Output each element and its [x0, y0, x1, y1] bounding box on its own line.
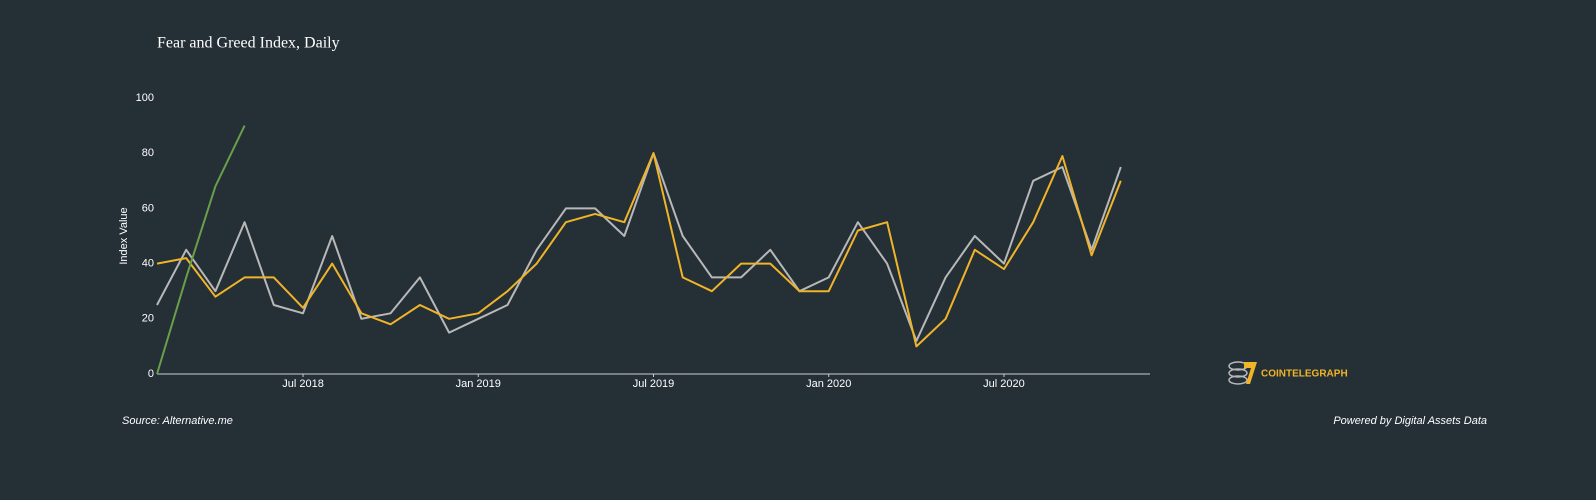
y-tick-label: 20: [142, 313, 154, 325]
source: Source: Alternative.me: [122, 415, 233, 427]
y-axis-label: Index Value: [118, 207, 130, 264]
chart-title: Fear and Greed Index, Daily: [157, 35, 340, 52]
x-tick-label: Jan 2019: [456, 378, 501, 390]
logo-text: COINTELEGRAPH: [1261, 369, 1348, 380]
x-tick-label: Jul 2020: [983, 378, 1025, 390]
series-line: [156, 125, 246, 375]
y-tick-label: 60: [142, 202, 154, 214]
logo-icon: [1244, 362, 1257, 384]
logo-icon: [1228, 368, 1248, 378]
logo-icon: [1228, 375, 1248, 385]
y-tick-label: 100: [136, 92, 154, 104]
x-tick-label: Jul 2019: [633, 378, 675, 390]
credit: Powered by Digital Assets Data: [1333, 415, 1487, 427]
x-tick-label: Jan 2020: [806, 378, 851, 390]
series-line: [156, 152, 1122, 348]
x-tick-label: Jul 2018: [282, 378, 324, 390]
logo: COINTELEGRAPH: [1228, 361, 1348, 385]
y-tick-label: 80: [142, 147, 154, 159]
series-line: [156, 152, 1122, 342]
y-tick-label: 40: [142, 258, 154, 270]
y-tick-label: 0: [148, 368, 154, 380]
